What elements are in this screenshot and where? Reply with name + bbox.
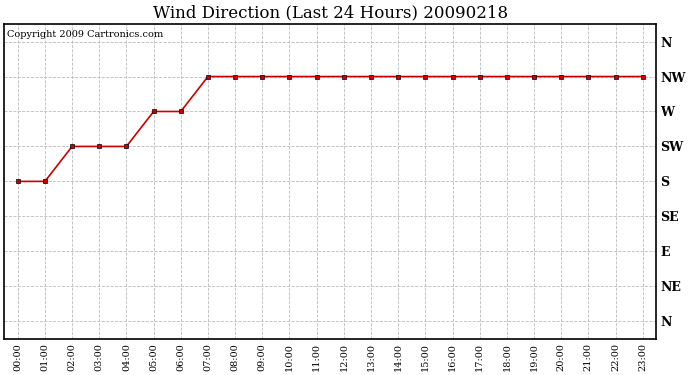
Text: Copyright 2009 Cartronics.com: Copyright 2009 Cartronics.com bbox=[8, 30, 164, 39]
Title: Wind Direction (Last 24 Hours) 20090218: Wind Direction (Last 24 Hours) 20090218 bbox=[152, 4, 508, 21]
